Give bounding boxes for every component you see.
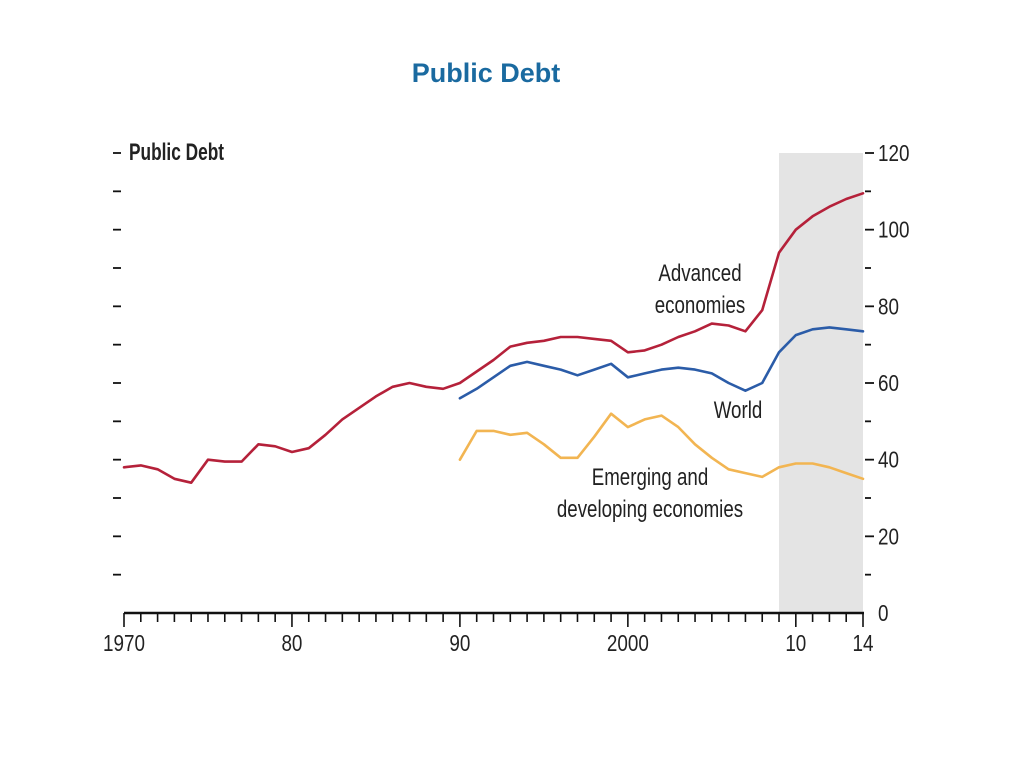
y-tick-label: 100	[878, 218, 909, 243]
y-tick-label: 60	[878, 371, 899, 396]
world-label: World	[714, 397, 763, 424]
inner-chart-label: Public Debt	[129, 139, 224, 165]
projection-shaded-region	[779, 153, 863, 613]
advanced-economies-label: Advanced	[658, 260, 741, 287]
x-tick-label: 14	[853, 631, 874, 656]
x-tick-label: 2000	[607, 631, 649, 656]
y-tick-label: 0	[878, 601, 888, 626]
y-tick-label: 120	[878, 141, 909, 166]
page-title: Public Debt	[411, 58, 561, 88]
emerging-economies-label: developing economies	[557, 496, 743, 523]
y-tick-label: 80	[878, 295, 899, 320]
x-tick-label: 90	[449, 631, 470, 656]
emerging-economies-line	[458, 412, 865, 481]
emerging-economies-label: Emerging and	[592, 464, 709, 491]
x-tick-label: 10	[785, 631, 806, 656]
world-line	[458, 326, 865, 400]
advanced-economies-line	[122, 192, 865, 484]
y-tick-label: 40	[878, 448, 899, 473]
x-tick-label: 1970	[103, 631, 145, 656]
advanced-economies-label: economies	[655, 292, 746, 319]
x-tick-label: 80	[281, 631, 302, 656]
y-tick-label: 20	[878, 525, 899, 550]
